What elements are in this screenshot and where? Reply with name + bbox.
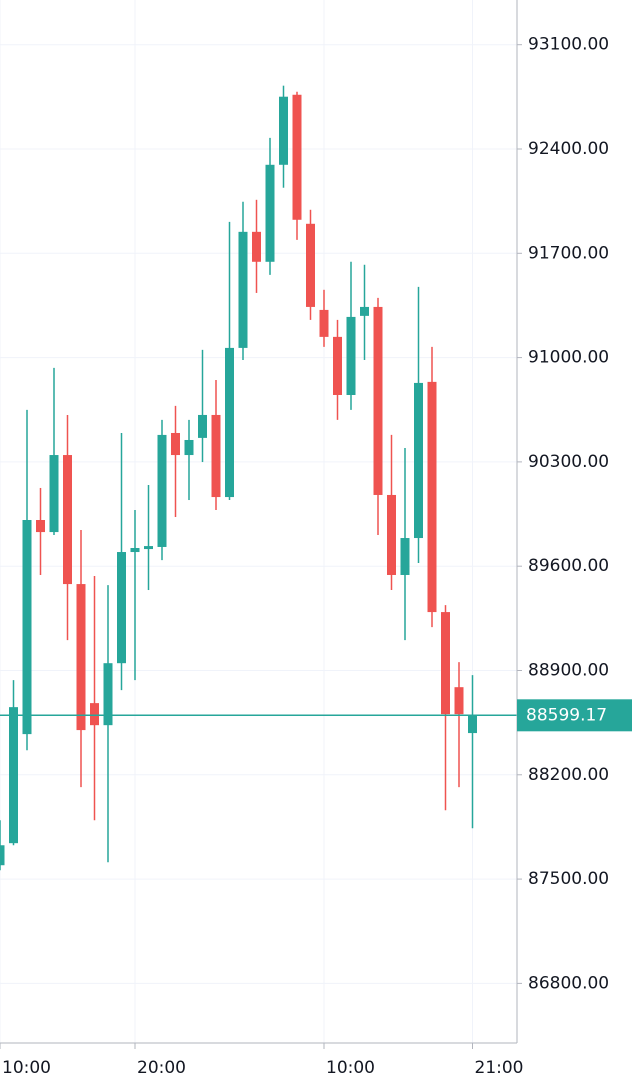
y-tick-label: 90300.00 bbox=[528, 452, 609, 472]
candles bbox=[0, 85, 517, 871]
x-tick-label: 20:00 bbox=[137, 1058, 186, 1078]
candle-body bbox=[468, 715, 477, 734]
y-tick-label: 86800.00 bbox=[528, 973, 609, 993]
candle-body bbox=[76, 584, 86, 731]
candle-body bbox=[306, 223, 315, 307]
candle-body bbox=[171, 432, 180, 456]
x-tick-label: 10:00 bbox=[2, 1058, 51, 1078]
candle-body bbox=[130, 548, 140, 553]
candle-body bbox=[103, 663, 113, 726]
x-tick-label: 10:00 bbox=[326, 1058, 375, 1078]
candle-body bbox=[211, 414, 221, 498]
candle-body bbox=[157, 434, 167, 547]
candle-body bbox=[333, 336, 342, 395]
candle-body bbox=[225, 347, 234, 498]
x-tick-label: 21:00 bbox=[475, 1058, 524, 1078]
candle-body bbox=[400, 538, 410, 575]
candle-body bbox=[144, 546, 153, 550]
last-price-label: 88599.17 bbox=[526, 705, 607, 725]
y-tick-label: 93100.00 bbox=[528, 35, 609, 55]
candle-body bbox=[373, 306, 383, 495]
axes: 86800.00 87500.00 88200.00 88900.00 89600.00… bbox=[0, 35, 632, 1078]
last-price-badge bbox=[517, 699, 632, 732]
candle-body bbox=[0, 845, 5, 866]
y-tick-label: 88900.00 bbox=[528, 660, 609, 680]
y-tick-label: 87500.00 bbox=[528, 869, 609, 889]
candle-body bbox=[414, 382, 423, 539]
candle-body bbox=[265, 164, 275, 262]
candle-body bbox=[252, 231, 261, 262]
y-tick-label: 89600.00 bbox=[528, 556, 609, 576]
candle-body bbox=[22, 520, 32, 735]
y-tick-label: 88200.00 bbox=[528, 765, 609, 785]
candle-body bbox=[117, 552, 126, 664]
candle-body bbox=[49, 455, 59, 533]
candle-body bbox=[319, 309, 329, 337]
candle-body bbox=[9, 707, 18, 844]
candle-body bbox=[292, 94, 302, 220]
candle-body bbox=[360, 306, 369, 316]
candle-body bbox=[346, 316, 356, 395]
candle-body bbox=[387, 494, 396, 575]
y-tick-label: 92400.00 bbox=[528, 139, 609, 159]
y-tick-label: 91000.00 bbox=[528, 348, 609, 368]
candle-body bbox=[90, 703, 99, 726]
candle-body bbox=[427, 381, 437, 613]
candle-body bbox=[441, 612, 450, 715]
candle-body bbox=[198, 414, 207, 438]
candle-body bbox=[184, 439, 194, 456]
candle-body bbox=[63, 455, 72, 585]
candle-body bbox=[238, 231, 248, 348]
candle-body bbox=[454, 687, 464, 715]
grid bbox=[0, 0, 517, 1043]
y-tick-label: 91700.00 bbox=[528, 243, 609, 263]
candle-body bbox=[279, 96, 288, 165]
candle-body bbox=[36, 520, 45, 533]
